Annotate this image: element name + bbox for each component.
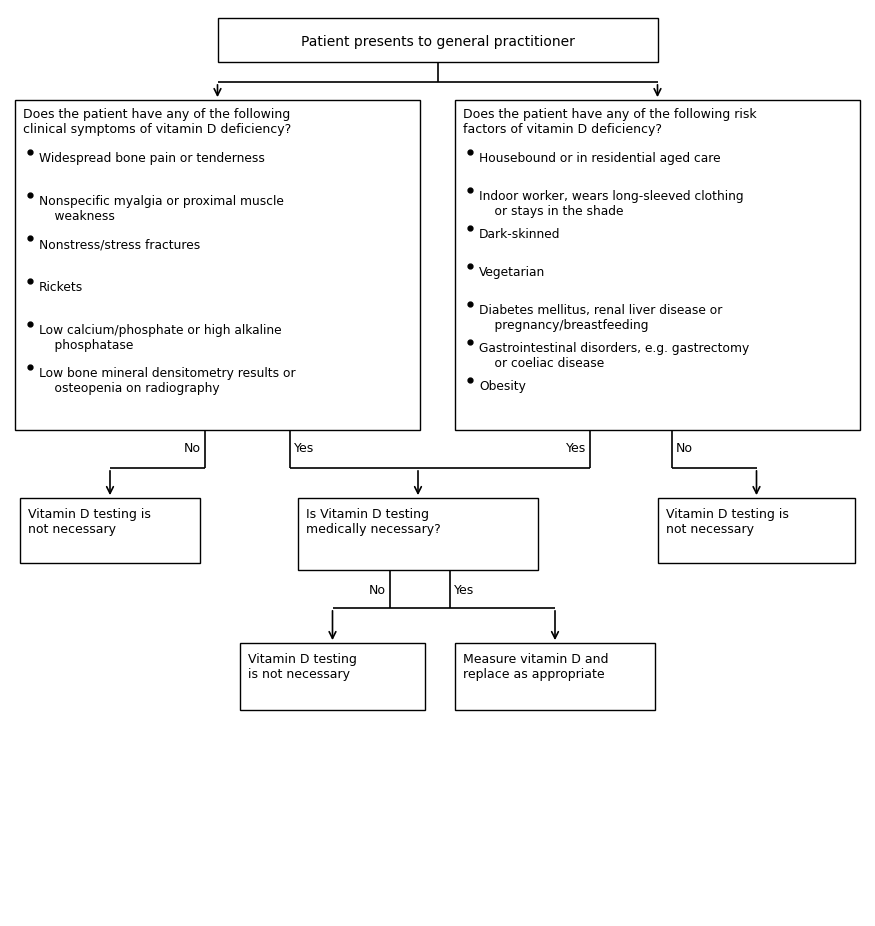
Text: Yes: Yes [454,583,474,596]
Text: Vitamin D testing is
not necessary: Vitamin D testing is not necessary [28,508,150,536]
Text: Gastrointestinal disorders, e.g. gastrectomy
    or coeliac disease: Gastrointestinal disorders, e.g. gastrec… [479,342,749,370]
Text: Patient presents to general practitioner: Patient presents to general practitioner [301,35,575,49]
Bar [218,18,658,62]
Bar [658,498,855,563]
Text: Vitamin D testing is
not necessary: Vitamin D testing is not necessary [666,508,789,536]
Text: Measure vitamin D and
replace as appropriate: Measure vitamin D and replace as appropr… [463,653,608,681]
Text: Diabetes mellitus, renal liver disease or
    pregnancy/breastfeeding: Diabetes mellitus, renal liver disease o… [479,304,723,332]
Text: No: No [676,442,693,455]
Bar [455,643,655,710]
Bar [240,643,425,710]
Text: Yes: Yes [294,442,314,455]
Text: Nonspecific myalgia or proximal muscle
    weakness: Nonspecific myalgia or proximal muscle w… [39,195,284,223]
Text: Obesity: Obesity [479,380,526,393]
Text: Does the patient have any of the following
clinical symptoms of vitamin D defici: Does the patient have any of the followi… [23,108,291,136]
Text: No: No [369,583,386,596]
Text: No: No [184,442,201,455]
Text: Low bone mineral densitometry results or
    osteopenia on radiography: Low bone mineral densitometry results or… [39,367,296,395]
Text: Vegetarian: Vegetarian [479,266,545,279]
Text: Is Vitamin D testing
medically necessary?: Is Vitamin D testing medically necessary… [306,508,441,536]
Bar [15,100,420,430]
Text: Widespread bone pain or tenderness: Widespread bone pain or tenderness [39,152,265,165]
Text: Does the patient have any of the following risk
factors of vitamin D deficiency?: Does the patient have any of the followi… [463,108,757,136]
Bar [298,498,538,570]
Text: Low calcium/phosphate or high alkaline
    phosphatase: Low calcium/phosphate or high alkaline p… [39,324,282,352]
Bar [20,498,200,563]
Text: Rickets: Rickets [39,281,83,294]
Text: Nonstress/stress fractures: Nonstress/stress fractures [39,238,200,251]
Text: Yes: Yes [566,442,586,455]
Bar [455,100,860,430]
Text: Indoor worker, wears long-sleeved clothing
    or stays in the shade: Indoor worker, wears long-sleeved clothi… [479,190,744,218]
Text: Vitamin D testing
is not necessary: Vitamin D testing is not necessary [248,653,357,681]
Text: Housebound or in residential aged care: Housebound or in residential aged care [479,152,721,165]
Text: Dark-skinned: Dark-skinned [479,228,561,241]
